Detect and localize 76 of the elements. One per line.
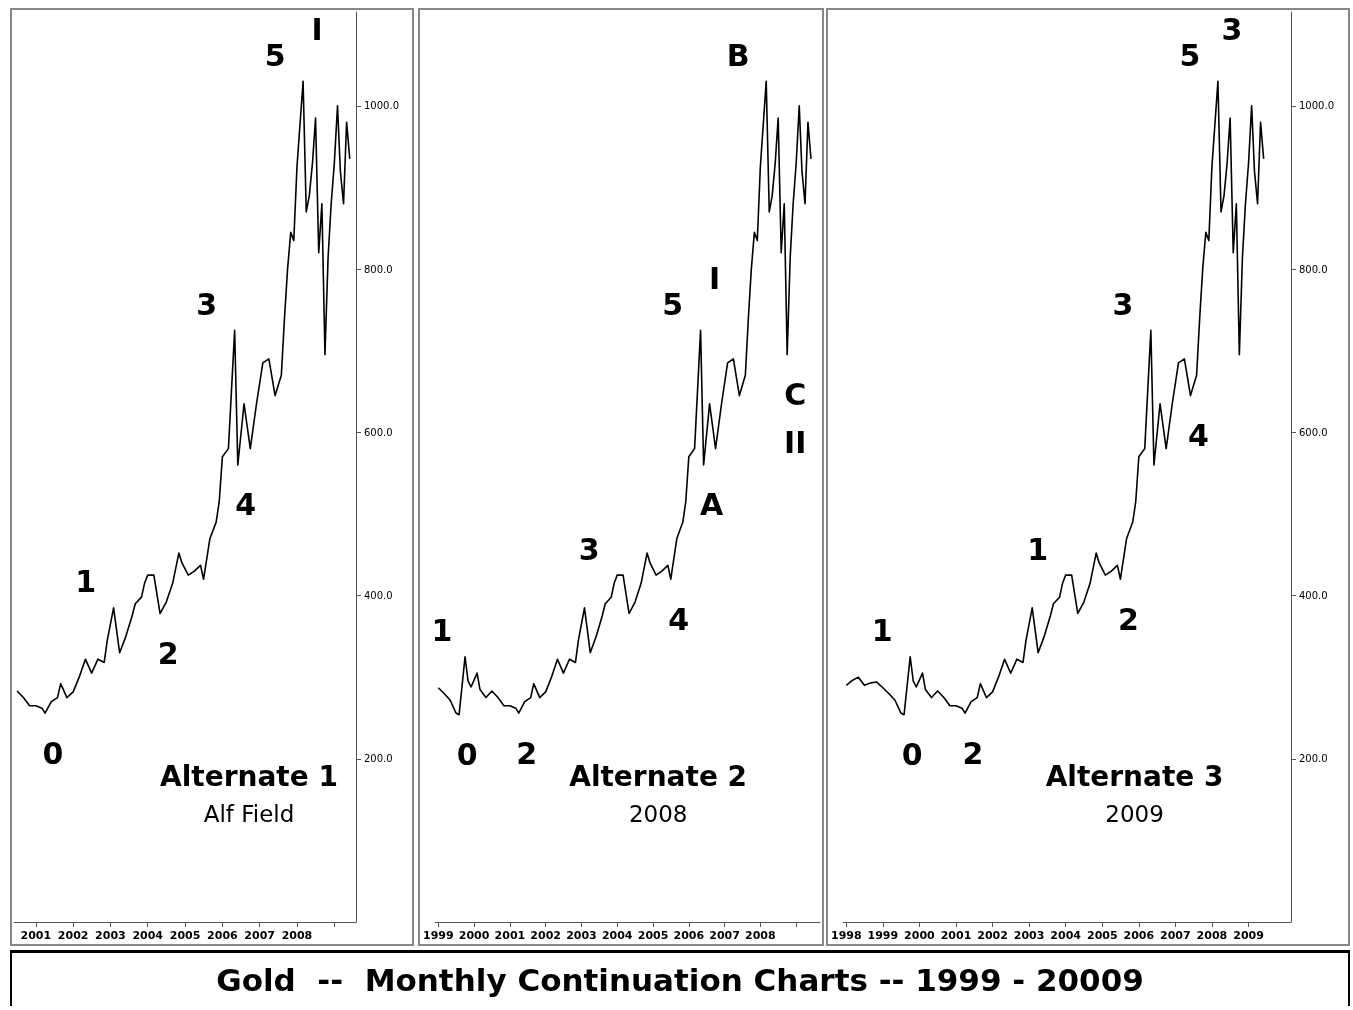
x-tick-label: 2005: [1086, 929, 1118, 942]
x-tick-label: 2005: [637, 929, 669, 942]
y-tick-label: 400.0: [364, 590, 393, 602]
annotation: 0: [901, 737, 923, 773]
text: Alternate 3: [1045, 759, 1224, 793]
y-tick-label: 200.0: [364, 753, 393, 765]
annotation: 2: [157, 636, 179, 671]
text: Alf Field: [203, 800, 295, 827]
x-tick-label: 2008: [1196, 929, 1228, 942]
x-tick-label: 2000: [458, 929, 490, 942]
x-tick-label: 2004: [132, 929, 164, 942]
annotation: 1: [1027, 531, 1049, 567]
annotation: B: [726, 37, 750, 73]
y-tick-label: 600.0: [1299, 426, 1328, 438]
annotation: II: [784, 425, 807, 461]
annotation: 1: [431, 613, 453, 649]
annotation: 0: [42, 735, 64, 771]
x-tick-label: 2007: [1160, 929, 1191, 942]
annotation: 3: [578, 531, 600, 567]
x-tick-label: 1998: [831, 929, 862, 942]
x-tick-label: 2006: [673, 929, 705, 942]
y-tick-label: 200.0: [1299, 753, 1328, 765]
text: 2009: [1105, 800, 1164, 827]
x-tick-label: 2001: [494, 929, 526, 942]
annotation: 4: [1188, 418, 1209, 454]
line-series: [845, 80, 1265, 716]
annotation: A: [700, 487, 724, 523]
annotation: 1: [871, 613, 893, 649]
x-tick-label: 2002: [977, 929, 1008, 942]
x-tick-label: 2001: [940, 929, 972, 942]
y-tick-label: 1000.0: [1299, 100, 1334, 112]
text: Alternate 2: [569, 759, 748, 793]
x-tick-label: 1999: [423, 929, 454, 942]
x-tick-label: 2004: [601, 929, 633, 942]
annotation: 3: [1221, 11, 1243, 47]
y-tick-label: 400.0: [1299, 590, 1328, 602]
annotation: 3: [1112, 286, 1134, 322]
x-tick-label: 2006: [207, 929, 239, 942]
annotation: 0: [456, 737, 478, 773]
x-tick-label: 2008: [745, 929, 776, 942]
annotation: 3: [196, 286, 218, 322]
x-tick-label: 2003: [566, 929, 597, 942]
x-tick-label: 2002: [530, 929, 561, 942]
annotation: I: [311, 11, 323, 47]
annotation: 2: [962, 735, 984, 771]
x-tick-label: 2008: [281, 929, 313, 942]
y-tick-label: 800.0: [364, 263, 393, 275]
x-tick-label: 2006: [1123, 929, 1155, 942]
y-tick-label: 800.0: [1299, 263, 1328, 275]
annotation: I: [708, 260, 721, 296]
x-tick-label: 2002: [57, 929, 89, 942]
y-tick-label: 600.0: [364, 426, 393, 438]
annotation: 4: [668, 601, 690, 637]
text: Alternate 1: [160, 759, 338, 793]
annotation: 2: [516, 735, 538, 771]
annotation: 5: [1179, 37, 1201, 73]
x-tick-label: 2004: [1050, 929, 1082, 942]
annotation: 1: [75, 564, 97, 600]
x-tick-label: 2007: [709, 929, 740, 942]
annotation: 4: [235, 487, 257, 523]
x-tick-label: 2003: [95, 929, 126, 942]
x-tick-label: 2001: [20, 929, 52, 942]
annotation: 5: [662, 286, 684, 322]
x-tick-label: 1999: [867, 929, 899, 942]
text: Gold -- Monthly Continuation Charts -- 1999 - 20009: [216, 961, 1144, 998]
text: 2008: [628, 800, 688, 827]
line-series: [16, 80, 351, 714]
x-tick-label: 2007: [244, 929, 275, 942]
x-tick-label: 2003: [1013, 929, 1045, 942]
x-tick-label: 2000: [904, 929, 936, 942]
annotation: 5: [264, 37, 286, 73]
x-tick-label: 2005: [169, 929, 201, 942]
annotation: C: [784, 377, 807, 413]
annotation: 2: [1117, 601, 1139, 637]
x-tick-label: 2009: [1233, 929, 1264, 942]
y-tick-label: 1000.0: [364, 100, 399, 112]
